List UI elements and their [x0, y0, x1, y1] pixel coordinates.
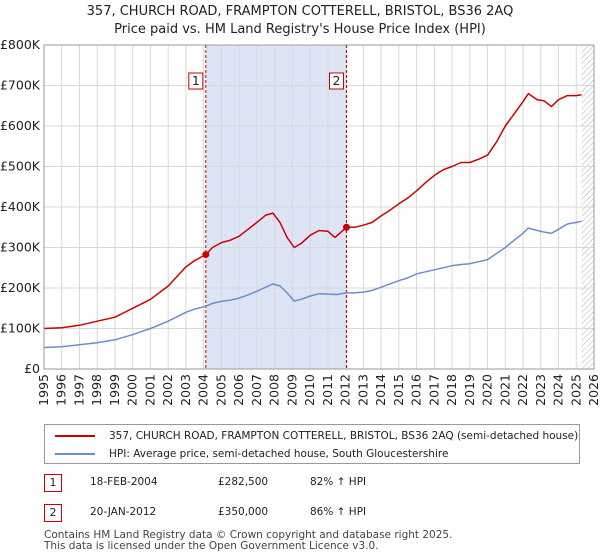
x-tick-label: 1997 [71, 374, 86, 406]
footer: Contains HM Land Registry data © Crown c… [44, 530, 452, 552]
x-tick-label: 2001 [142, 374, 157, 406]
transaction-hpi-change: 82% ↑ HPI [310, 476, 367, 488]
x-tick-label: 2006 [231, 374, 246, 406]
chart-subtitle: Price paid vs. HM Land Registry's House … [114, 22, 486, 37]
transaction-number-badge: 1 [44, 474, 62, 492]
x-tick-label: 2011 [320, 374, 335, 406]
x-tick-label: 1999 [107, 374, 122, 406]
x-tick-label: 2024 [551, 374, 566, 406]
x-tick-label: 2008 [267, 374, 282, 406]
marker-label: 2 [333, 73, 341, 88]
sale-point [202, 251, 210, 259]
x-tick-label: 2022 [515, 374, 530, 406]
y-tick-label: £300K [0, 240, 41, 255]
x-tick-label: 2003 [178, 374, 193, 406]
y-tick-label: £0 [24, 361, 40, 376]
x-tick-label: 1996 [54, 374, 69, 406]
x-tick-label: 1995 [36, 374, 51, 406]
y-tick-label: £700K [0, 78, 41, 93]
legend-swatch-hpi [55, 453, 95, 455]
legend-item-hpi: HPI: Average price, semi-detached house,… [55, 445, 448, 463]
y-tick-label: £400K [0, 199, 41, 214]
legend-label-property: 357, CHURCH ROAD, FRAMPTON COTTERELL, BR… [109, 430, 579, 442]
legend-swatch-property [55, 435, 95, 437]
plot-border [43, 44, 595, 370]
series-line-hpi [43, 220, 582, 349]
transaction-date: 18-FEB-2004 [90, 476, 158, 488]
marker-label-box [188, 72, 204, 90]
transaction-price: £282,500 [218, 476, 269, 488]
transaction-hpi-change: 86% ↑ HPI [310, 506, 367, 518]
x-tick-label: 2012 [338, 374, 353, 406]
x-tick-label: 2002 [160, 374, 175, 406]
x-tick-label: 2020 [480, 374, 495, 406]
x-tick-label: 2023 [533, 374, 548, 406]
x-tick-label: 2026 [586, 374, 600, 406]
x-tick-label: 2019 [462, 374, 477, 406]
y-tick-label: £100K [0, 321, 41, 336]
x-tick-label: 2005 [213, 374, 228, 406]
x-tick-label: 2013 [355, 374, 370, 406]
x-tick-label: 2018 [444, 374, 459, 406]
x-tick-label: 2025 [568, 374, 583, 406]
chart-title: 357, CHURCH ROAD, FRAMPTON COTTERELL, BR… [87, 4, 514, 19]
x-tick-label: 2014 [373, 374, 388, 406]
footer-copyright: Contains HM Land Registry data © Crown c… [44, 529, 453, 541]
x-tick-label: 2021 [497, 374, 512, 406]
chart: 357, CHURCH ROAD, FRAMPTON COTTERELL, BR… [0, 4, 600, 406]
y-tick-label: £600K [0, 118, 41, 133]
marker-label: 1 [192, 73, 200, 88]
x-tick-label: 2009 [284, 374, 299, 406]
x-tick-label: 1998 [89, 374, 104, 406]
x-tick-label: 2010 [302, 374, 317, 406]
x-tick-label: 2017 [426, 374, 441, 406]
x-tick-label: 2015 [391, 374, 406, 406]
plot-area: £0 £100K £200K £300K £400K £500K £600K £700K £80… [0, 37, 600, 406]
y-tick-label: £200K [0, 280, 41, 295]
x-tick-label: 2000 [125, 374, 140, 406]
series-line-property [43, 92, 582, 330]
x-tick-label: 2007 [249, 374, 264, 406]
y-tick-label: £500K [0, 159, 41, 174]
marker-label-box [329, 72, 344, 90]
x-tick-label: 2016 [409, 374, 424, 406]
transaction-price: £350,000 [218, 506, 269, 518]
legend-label-hpi: HPI: Average price, semi-detached house,… [109, 448, 449, 460]
x-tick-label: 2004 [196, 374, 211, 406]
y-tick-label: £800K [0, 37, 41, 52]
transaction-date: 20-JAN-2012 [90, 506, 157, 518]
transaction-number-badge: 2 [44, 504, 62, 522]
legend-item-property: 357, CHURCH ROAD, FRAMPTON COTTERELL, BR… [55, 427, 578, 445]
footer-licence: This data is licensed under the Open Gov… [44, 540, 379, 552]
legend: 357, CHURCH ROAD, FRAMPTON COTTERELL, BR… [44, 424, 580, 464]
sale-point [343, 223, 350, 231]
